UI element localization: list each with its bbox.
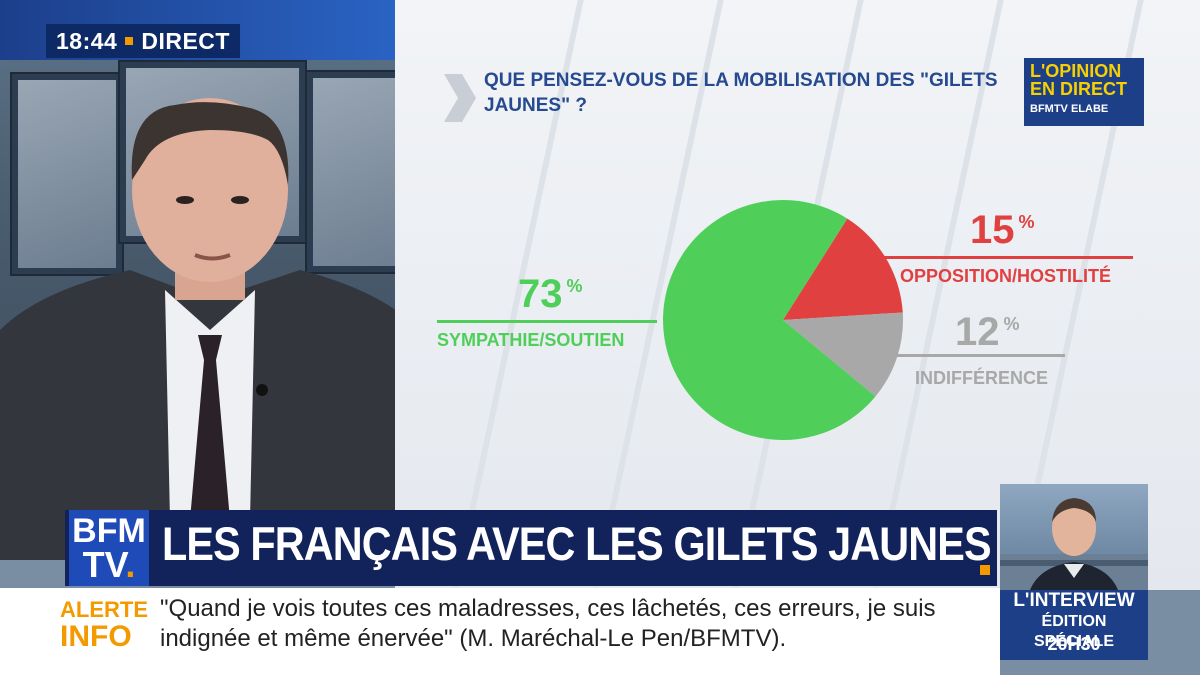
indifference-label: INDIFFÉRENCE [915, 368, 1049, 388]
opinion-logo-line2: EN DIRECT [1030, 79, 1128, 99]
sympathie-label: SYMPATHIE/SOUTIEN [437, 330, 625, 350]
chevron-right-icon [444, 74, 476, 122]
interview-subtitle: ÉDITION SPÉCIALE [1033, 613, 1114, 650]
interview-time: 20H30 [1047, 634, 1101, 654]
sympathie-leader-line [437, 320, 657, 323]
poll-pie-chart [663, 200, 903, 440]
headline-banner [65, 510, 997, 586]
opposition-label: OPPOSITION/HOSTILITÉ [900, 266, 1112, 286]
alert-label-line2: INFO [60, 620, 132, 653]
pie-slice-opposition-hostilit- [783, 218, 903, 320]
background-monitor [10, 72, 124, 276]
interview-guest-photo [1000, 484, 1148, 590]
headline-dot [980, 565, 990, 575]
indifference-percent: 12% [955, 310, 1020, 354]
opposition-leader-line [883, 256, 1133, 259]
headline-text: LES FRANÇAIS AVEC LES GILETS JAUNES [162, 517, 992, 570]
alert-info-label: ALERTE INFO [60, 598, 148, 652]
indifference-leader-line [890, 354, 1065, 357]
ticker-text: "Quand je vois toutes ces maladresses, c… [160, 595, 936, 652]
bfm-logo-text: BFM [72, 512, 146, 550]
opinion-en-direct-logo: L'OPINION EN DIRECT BFMTV ELABE [1024, 58, 1144, 126]
presenter-image [0, 98, 420, 560]
pie-slice-sympathie-soutien [663, 200, 876, 440]
interview-title: L'INTERVIEW [1013, 590, 1135, 611]
sympathie-percent: 73% [518, 272, 583, 316]
bfmtv-logo: BFM TV. [69, 510, 149, 586]
alert-label-line1: ALERTE [60, 597, 148, 622]
poll-question: QUE PENSEZ-VOUS DE LA MOBILISATION DES "… [484, 70, 998, 116]
interview-promo: L'INTERVIEW ÉDITION SPÉCIALE 20H30 [1000, 484, 1148, 660]
pie-slice-indiff-rence [783, 312, 903, 397]
separator-dot [125, 37, 134, 45]
opinion-logo-line1: L'OPINION [1030, 61, 1122, 81]
studio-video-feed [0, 0, 420, 560]
clock-time: 18:44 [56, 27, 118, 54]
live-clock: 18:44 DIRECT [46, 24, 240, 58]
tv-logo-text: TV. [82, 544, 136, 585]
alert-ticker [0, 588, 1000, 675]
opinion-logo-brand: BFMTV ELABE [1030, 103, 1109, 115]
opposition-percent: 15% [970, 208, 1035, 252]
live-label: DIRECT [141, 27, 230, 54]
